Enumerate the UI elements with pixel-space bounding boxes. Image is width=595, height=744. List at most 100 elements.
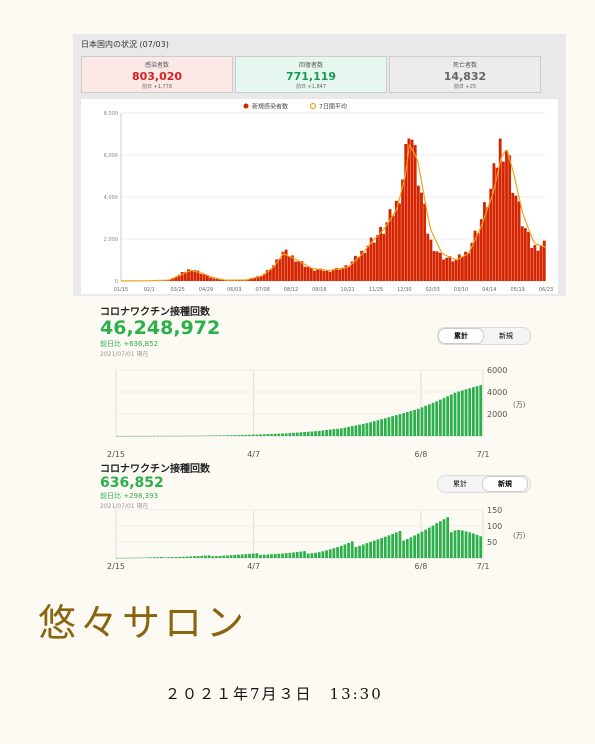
x-tick-label: 2/15 <box>107 450 125 458</box>
vaccine-bar <box>361 423 365 436</box>
unit-label: (万) <box>513 532 526 540</box>
case-bar <box>275 259 279 281</box>
vaccine-bar <box>387 417 391 436</box>
toggle-new[interactable]: 新規 <box>499 332 513 340</box>
vaccine-bar <box>409 410 413 436</box>
vaccine-bar <box>303 551 306 558</box>
toggle-cumulative[interactable]: 累計 <box>438 328 484 344</box>
vaccine-bar <box>398 530 402 558</box>
vaccine-bar <box>457 391 461 436</box>
vaccine-bar <box>354 547 358 558</box>
vaccine-bar <box>369 422 372 436</box>
vaccine-bar <box>383 418 387 436</box>
vaccine-new-date: 2021/07/01 現在 <box>100 503 149 510</box>
vaccine-bar <box>222 555 226 558</box>
vaccine-bar <box>226 435 229 436</box>
vaccine-bar <box>218 555 222 558</box>
vaccine-bar <box>237 435 240 436</box>
toggle-new[interactable]: 新規 <box>482 476 528 492</box>
y-tick-label: 2000 <box>487 410 507 419</box>
vaccine-bar <box>284 553 288 558</box>
case-bar <box>442 259 445 281</box>
vaccine-total-date: 2021/07/01 現在 <box>100 351 149 358</box>
toggle-cumulative[interactable]: 累計 <box>453 480 467 488</box>
vaccine-bar <box>416 408 420 436</box>
stat-label: 感染者数 <box>144 62 169 69</box>
case-bar <box>193 270 197 281</box>
case-bar <box>451 261 455 281</box>
case-bar <box>498 138 502 281</box>
vaccine-total-sub: 前日比 +636,852 <box>100 340 159 348</box>
x-tick-label: 08/12 <box>284 287 298 293</box>
legend-marker-cases <box>243 103 249 109</box>
vaccine-bar <box>416 533 420 558</box>
vaccine-bar <box>259 554 262 558</box>
vaccine-bar <box>413 409 417 436</box>
vaccine-bar <box>391 416 395 436</box>
vaccine-bar <box>464 389 468 436</box>
x-tick-label: 04/14 <box>482 287 496 293</box>
vaccine-bar <box>251 553 255 558</box>
vaccine-bar <box>332 429 336 436</box>
vaccine-bar <box>127 557 130 559</box>
vaccine-bar <box>259 434 262 436</box>
case-bar <box>322 270 326 281</box>
vaccine-bar <box>424 405 428 436</box>
stat-sub: 前日 +25 <box>453 84 477 90</box>
case-bar <box>221 279 225 281</box>
case-bar <box>457 254 461 281</box>
vaccine-bar <box>479 385 483 436</box>
case-bar <box>435 251 439 281</box>
vaccine-bar <box>358 545 361 558</box>
vaccine-bar <box>163 557 167 558</box>
vaccine-bar <box>325 550 328 558</box>
vaccine-bar <box>339 545 343 558</box>
x-tick-label: 2/15 <box>107 562 125 570</box>
case-bar <box>448 256 452 281</box>
x-tick-label: 06/03 <box>227 287 241 293</box>
stat-value: 803,020 <box>131 70 183 83</box>
case-bar <box>262 273 266 281</box>
vaccine-bar <box>398 414 402 436</box>
stat-deaths: 死亡者数 14,832 前日 +25 <box>389 56 541 93</box>
vaccine-bar <box>255 434 259 436</box>
case-bar <box>391 215 395 281</box>
x-tick-label: 4/7 <box>247 562 260 570</box>
vaccine-bar <box>174 556 178 558</box>
vaccine-bar <box>240 554 244 558</box>
vaccine-bar <box>405 538 409 558</box>
stat-sub: 前日 +1,847 <box>295 84 327 90</box>
vaccine-bar <box>310 431 314 436</box>
vaccine-bar <box>306 553 310 558</box>
case-bar <box>196 270 200 281</box>
case-bar <box>190 270 194 281</box>
vaccine-bar <box>266 554 270 558</box>
vaccine-bar <box>244 434 248 436</box>
vaccine-bar <box>233 554 237 558</box>
vaccine-bar <box>251 434 255 436</box>
vaccine-bar <box>130 557 134 559</box>
vaccine-bar <box>262 434 266 436</box>
case-bar <box>168 279 172 281</box>
vaccine-bar <box>141 557 145 559</box>
case-bar <box>542 240 546 281</box>
vaccine-bar <box>402 540 406 558</box>
vaccine-bar <box>163 435 167 437</box>
case-bar <box>363 253 367 281</box>
vaccine-bar <box>152 435 156 437</box>
vaccine-bar <box>215 435 218 436</box>
vaccine-bar <box>273 433 277 436</box>
vaccine-bar <box>453 392 457 436</box>
vaccine-bar <box>435 401 439 436</box>
vaccine-bar <box>248 434 251 436</box>
vaccine-bar <box>387 535 391 558</box>
vaccine-bar <box>152 557 156 558</box>
case-bar <box>303 266 307 281</box>
vaccine-bar <box>204 555 207 558</box>
case-bar <box>401 179 405 281</box>
case-bar <box>372 242 376 281</box>
case-bar <box>467 253 471 281</box>
case-bar <box>319 268 323 281</box>
vaccine-bar <box>156 435 160 437</box>
case-bar <box>309 267 313 281</box>
